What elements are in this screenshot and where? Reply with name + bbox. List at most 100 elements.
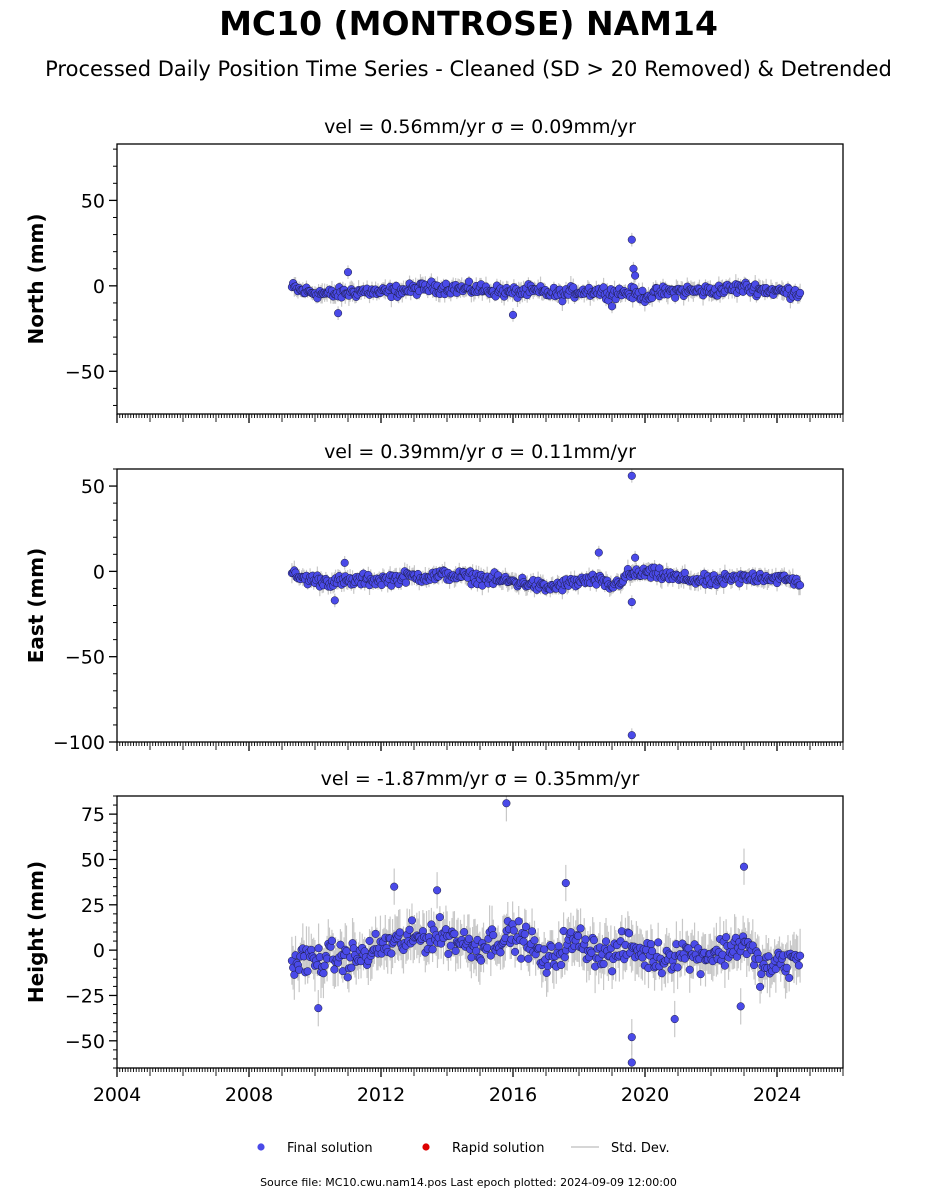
outlier-point [631,271,640,280]
data-point [464,277,474,286]
outlier-point [343,268,353,277]
y-tick-label: −25 [65,985,105,1007]
data-point [638,953,647,962]
data-point [576,924,585,933]
data-point [395,928,404,937]
data-point [450,929,459,938]
outlier-point [670,1014,679,1024]
data-point [307,945,316,954]
data-point [589,936,598,945]
x-tick-label: 2020 [621,1084,669,1106]
plot-frame [116,468,844,743]
outlier-point [508,310,518,319]
data-point [405,925,414,934]
data-point [319,969,328,978]
data-point [435,913,444,922]
outlier-point [629,264,638,273]
outlier-point [607,302,617,311]
x-tick-label: 2012 [357,1084,405,1106]
data-point [685,965,694,974]
data-point [520,930,529,939]
data-point [673,963,682,972]
outlier-point [631,553,640,562]
data-point [489,931,498,940]
data-point [530,936,539,945]
data-point [722,933,731,942]
data-point [327,936,336,945]
data-point [654,938,663,947]
figure-subtitle: Processed Daily Position Time Series - C… [45,57,892,81]
data-point [638,286,647,295]
panel-height: vel = -1.87mm/yr σ = 0.35mm/yr Height (mm… [24,768,844,1106]
data-point [794,961,803,970]
y-tick-label: 50 [81,849,105,871]
data-point [371,929,380,938]
data-point [509,926,518,935]
data-point [290,970,299,979]
data-point [680,568,689,577]
outlier-point [340,558,349,567]
x-tick-label: 2024 [753,1084,801,1106]
y-tick-label: 0 [93,940,105,962]
y-tick-label: 0 [93,561,105,583]
data-point [796,288,805,297]
data-point [483,943,492,952]
panel-north: vel = 0.56mm/yr σ = 0.09mm/yr North (mm)−… [24,116,844,423]
outlier-point [390,882,399,891]
data-point [365,936,374,945]
data-layer [287,469,805,742]
legend-label: Std. Dev. [611,1141,670,1156]
outlier-point [594,548,603,557]
data-point [560,953,569,962]
data-point [444,949,453,959]
data-point [320,961,329,970]
x-tick-label: 2016 [489,1084,537,1106]
x-tick-label: 2004 [93,1084,141,1106]
legend-final-swatch [257,1143,265,1151]
x-tick-label: 2008 [225,1084,273,1106]
y-tick-label: −50 [65,647,105,669]
outlier-point [627,235,636,244]
data-point [696,970,705,979]
y-tick-label: 50 [81,190,105,212]
outlier-point [627,1033,636,1042]
panel-title: vel = 0.39mm/yr σ = 0.11mm/yr [324,441,636,463]
data-point [748,941,757,950]
data-point [387,949,396,958]
data-point [557,960,566,969]
outlier-point [502,799,511,808]
data-point [554,942,563,951]
data-point [511,947,520,956]
panel-title: vel = 0.56mm/yr σ = 0.09mm/yr [324,116,636,138]
data-point [343,973,352,982]
legend-label: Rapid solution [452,1141,544,1156]
y-tick-label: 0 [93,276,105,298]
data-point [467,953,476,962]
y-tick-label: −100 [53,732,105,754]
data-point [764,952,773,961]
data-point [524,954,533,963]
data-point [540,945,549,954]
data-point [574,931,583,941]
legend: Final solution Rapid solution Std. Dev. [257,1141,670,1156]
y-tick-label: −50 [65,1031,105,1053]
data-point [347,963,356,972]
panel-east: vel = 0.39mm/yr σ = 0.11mm/yr East (mm) −1… [24,441,844,754]
panel-title: vel = -1.87mm/yr σ = 0.35mm/yr [321,768,640,790]
data-point [601,937,611,946]
data-point [336,940,345,949]
outlier-point [627,731,636,740]
data-point [771,965,780,974]
data-point [464,934,474,943]
outlier-point [561,878,570,888]
data-point [477,956,486,965]
outlier-point [334,309,343,318]
legend-label: Final solution [287,1141,373,1156]
data-point [646,940,655,949]
data-layer [287,232,805,322]
data-point [648,947,657,956]
data-point [451,946,460,955]
data-point [330,965,339,974]
data-point [782,963,791,972]
